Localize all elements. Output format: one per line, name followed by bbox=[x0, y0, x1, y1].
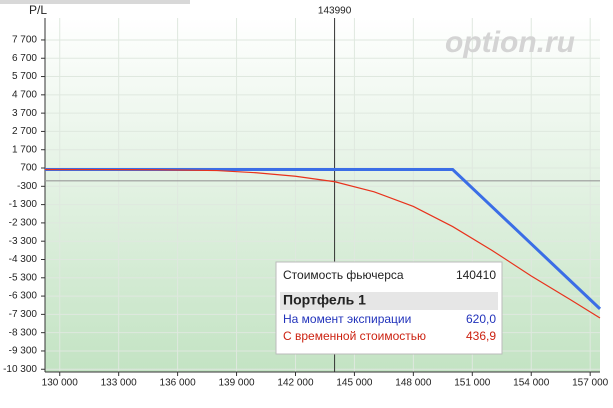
y-tick-label: -4 300 bbox=[9, 254, 38, 265]
y-tick-label: -2 300 bbox=[9, 218, 38, 229]
x-tick-label: 151 000 bbox=[454, 378, 491, 389]
y-tick-label: 4 700 bbox=[12, 89, 37, 100]
y-tick-label: -1 300 bbox=[9, 199, 38, 210]
x-tick-label: 145 000 bbox=[336, 378, 373, 389]
tooltip-header-bg bbox=[280, 292, 498, 310]
y-tick-label: -300 bbox=[17, 181, 37, 192]
y-tick-label: 700 bbox=[20, 163, 37, 174]
y-axis-label: P/L bbox=[29, 3, 47, 17]
y-tick-label: -10 300 bbox=[3, 364, 37, 375]
lines bbox=[44, 167, 602, 319]
tooltip-row-value: 620,0 bbox=[466, 312, 496, 326]
x-tick-label: 136 000 bbox=[160, 378, 197, 389]
y-tick-label: 3 700 bbox=[12, 108, 37, 119]
y-tick-label: 2 700 bbox=[12, 126, 37, 137]
watermark: option.ru bbox=[445, 26, 575, 59]
series-line bbox=[44, 168, 601, 319]
y-tick-label: -8 300 bbox=[9, 327, 38, 338]
x-tick-label: 142 000 bbox=[277, 378, 314, 389]
x-tick-label: 157 000 bbox=[572, 378, 609, 389]
tooltip-price-label: Стоимость фьючерса bbox=[283, 268, 404, 282]
y-tick-label: 5 700 bbox=[12, 71, 37, 82]
y-tick-label: 6 700 bbox=[12, 53, 37, 64]
tooltip-portfolio: Портфель 1 bbox=[283, 292, 366, 308]
cursor-label: 143990 bbox=[318, 6, 352, 17]
tooltip-row-label: На момент экспирации bbox=[283, 312, 411, 326]
y-tick-label: -5 300 bbox=[9, 272, 38, 283]
tabs bbox=[0, 0, 190, 4]
tooltip-price: 140410 bbox=[456, 268, 496, 282]
tooltip-row-label: С временной стоимостью bbox=[283, 329, 426, 343]
tooltip-row-value: 436,9 bbox=[466, 329, 496, 343]
y-tick-label: 7 700 bbox=[12, 35, 37, 46]
y-tick-label: -9 300 bbox=[9, 346, 38, 357]
x-tick-label: 133 000 bbox=[101, 378, 138, 389]
x-tick-label: 130 000 bbox=[42, 378, 79, 389]
y-tick-label: -6 300 bbox=[9, 291, 38, 302]
x-tick-label: 139 000 bbox=[218, 378, 255, 389]
x-tick-label: 148 000 bbox=[395, 378, 432, 389]
y-tick-label: 1 700 bbox=[12, 144, 37, 155]
x-tick-label: 154 000 bbox=[513, 378, 550, 389]
tooltip: Стоимость фьючерса 140410 Портфель 1 На … bbox=[275, 261, 503, 355]
y-tick-label: -7 300 bbox=[9, 309, 38, 320]
y-tick-label: -3 300 bbox=[9, 236, 38, 247]
